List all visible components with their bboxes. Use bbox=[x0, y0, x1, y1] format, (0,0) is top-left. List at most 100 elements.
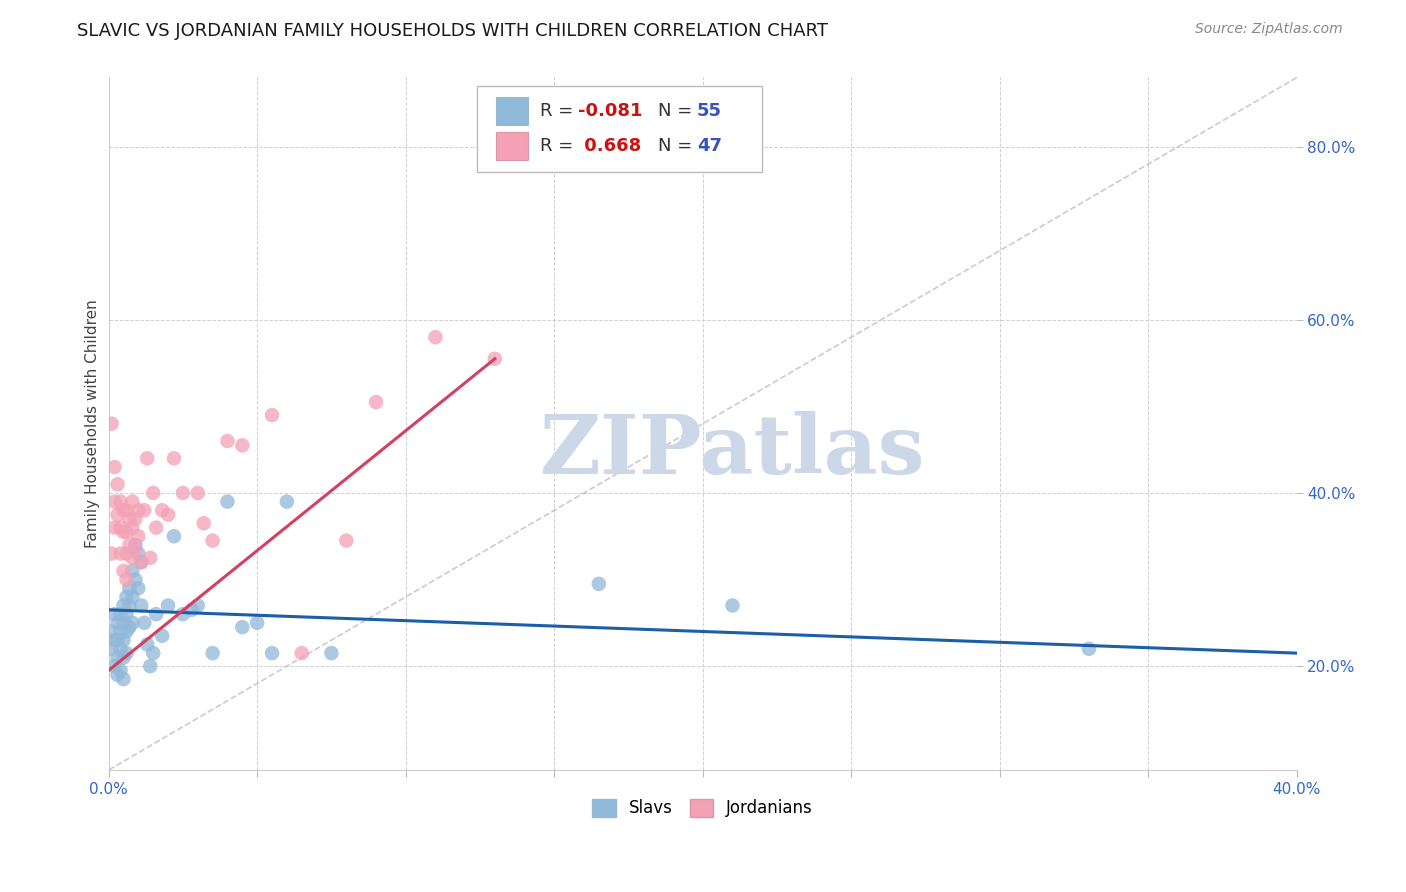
Text: R =: R = bbox=[540, 102, 579, 120]
Point bbox=[276, 494, 298, 508]
Point bbox=[1078, 641, 1101, 656]
Point bbox=[115, 590, 138, 604]
Point bbox=[136, 638, 159, 652]
Point bbox=[100, 641, 122, 656]
Point bbox=[112, 672, 135, 686]
FancyBboxPatch shape bbox=[496, 97, 529, 125]
Point bbox=[107, 650, 129, 665]
Point bbox=[131, 555, 153, 569]
Point bbox=[121, 590, 143, 604]
Point bbox=[110, 664, 132, 678]
Point bbox=[335, 533, 357, 548]
Point bbox=[217, 494, 239, 508]
Point bbox=[193, 516, 215, 531]
Point bbox=[110, 547, 132, 561]
Point bbox=[127, 529, 149, 543]
Point bbox=[124, 573, 146, 587]
Point bbox=[124, 512, 146, 526]
Point bbox=[115, 646, 138, 660]
Point bbox=[136, 451, 159, 466]
Point bbox=[150, 629, 173, 643]
Text: R =: R = bbox=[540, 137, 579, 155]
Point bbox=[118, 599, 141, 613]
Point bbox=[127, 547, 149, 561]
Point bbox=[246, 615, 269, 630]
Point bbox=[115, 503, 138, 517]
Text: -0.081: -0.081 bbox=[578, 102, 643, 120]
Point bbox=[103, 494, 125, 508]
Point bbox=[142, 646, 165, 660]
Point bbox=[121, 550, 143, 565]
Point bbox=[107, 633, 129, 648]
Point bbox=[163, 451, 186, 466]
Point bbox=[115, 624, 138, 639]
Point bbox=[157, 508, 180, 522]
Point bbox=[112, 650, 135, 665]
Point bbox=[127, 503, 149, 517]
Point bbox=[260, 408, 283, 422]
Point bbox=[134, 503, 156, 517]
Point bbox=[118, 620, 141, 634]
Point bbox=[127, 581, 149, 595]
Point bbox=[231, 620, 253, 634]
Point bbox=[291, 646, 314, 660]
Point bbox=[180, 603, 202, 617]
Point bbox=[103, 607, 125, 622]
Text: 0.668: 0.668 bbox=[578, 137, 641, 155]
Point bbox=[145, 607, 167, 622]
Point bbox=[107, 667, 129, 681]
Point bbox=[115, 547, 138, 561]
Point bbox=[110, 624, 132, 639]
Point bbox=[121, 494, 143, 508]
Text: Source: ZipAtlas.com: Source: ZipAtlas.com bbox=[1195, 22, 1343, 37]
Point bbox=[107, 508, 129, 522]
Point bbox=[187, 486, 209, 500]
Point bbox=[121, 615, 143, 630]
Y-axis label: Family Households with Children: Family Households with Children bbox=[86, 300, 100, 548]
Point bbox=[118, 538, 141, 552]
Legend: Slavs, Jordanians: Slavs, Jordanians bbox=[586, 792, 820, 824]
Point bbox=[103, 659, 125, 673]
Point bbox=[139, 550, 162, 565]
Point bbox=[112, 564, 135, 578]
Point bbox=[150, 503, 173, 517]
Point bbox=[425, 330, 447, 344]
Point bbox=[721, 599, 744, 613]
Point bbox=[115, 573, 138, 587]
Point bbox=[112, 615, 135, 630]
Point bbox=[121, 520, 143, 534]
Point bbox=[588, 577, 610, 591]
Point bbox=[231, 438, 253, 452]
Point bbox=[121, 564, 143, 578]
Point bbox=[118, 512, 141, 526]
Text: 55: 55 bbox=[697, 102, 721, 120]
Point bbox=[157, 599, 180, 613]
Point bbox=[107, 477, 129, 491]
Point bbox=[112, 599, 135, 613]
Point bbox=[103, 460, 125, 475]
Point bbox=[364, 395, 387, 409]
Text: N =: N = bbox=[658, 102, 697, 120]
Point bbox=[484, 351, 506, 366]
Point bbox=[321, 646, 343, 660]
Point bbox=[110, 641, 132, 656]
Text: N =: N = bbox=[658, 137, 697, 155]
FancyBboxPatch shape bbox=[477, 86, 762, 172]
Text: 47: 47 bbox=[697, 137, 721, 155]
Point bbox=[217, 434, 239, 448]
Point bbox=[172, 607, 194, 622]
Text: ZIPatlas: ZIPatlas bbox=[540, 411, 925, 491]
Point bbox=[134, 615, 156, 630]
Point bbox=[131, 599, 153, 613]
Point bbox=[100, 547, 122, 561]
Point bbox=[100, 417, 122, 431]
Text: SLAVIC VS JORDANIAN FAMILY HOUSEHOLDS WITH CHILDREN CORRELATION CHART: SLAVIC VS JORDANIAN FAMILY HOUSEHOLDS WI… bbox=[77, 22, 828, 40]
Point bbox=[187, 599, 209, 613]
Point bbox=[172, 486, 194, 500]
Point bbox=[107, 615, 129, 630]
Point bbox=[142, 486, 165, 500]
Point bbox=[110, 520, 132, 534]
Point bbox=[115, 524, 138, 539]
Point bbox=[201, 533, 224, 548]
Point bbox=[103, 520, 125, 534]
